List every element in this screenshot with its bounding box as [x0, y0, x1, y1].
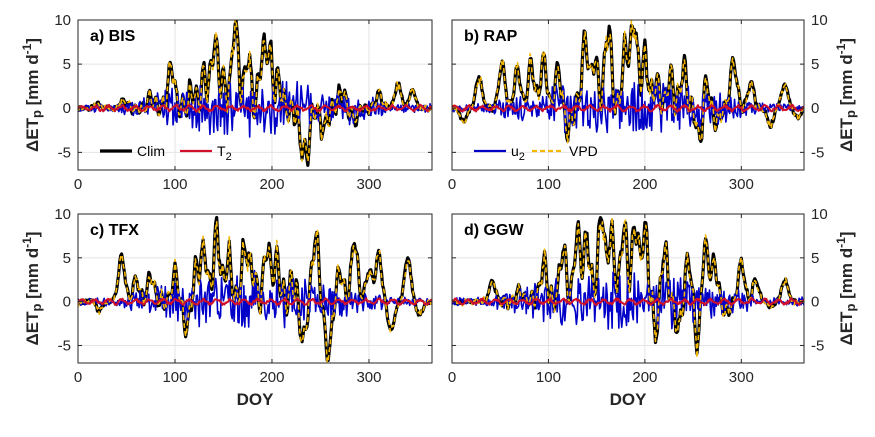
plot-background [452, 20, 804, 170]
series-u2-line [78, 80, 432, 138]
x-tick-label: 200 [259, 176, 284, 193]
legend-label-t2: T2 [217, 143, 232, 163]
y-tick-label: -5 [811, 144, 824, 161]
y-tick-label: 10 [54, 12, 71, 29]
series-group [452, 216, 804, 359]
x-tick-label: 100 [162, 369, 187, 386]
x-axis-label: DOY [237, 390, 275, 409]
panel-title: a) BIS [90, 28, 136, 45]
y-tick-label: 0 [63, 100, 71, 117]
x-axis-label: DOY [610, 390, 648, 409]
y-tick-label: 10 [811, 12, 828, 29]
y-tick-label: 5 [811, 56, 819, 73]
series-vpd-line [452, 20, 804, 144]
y-tick-label: 0 [811, 294, 819, 311]
x-tick-label: 200 [632, 369, 657, 386]
y-axis-label: ΔETp [mm d-1] [20, 232, 44, 346]
y-axis-label: ΔETp [mm d-1] [20, 38, 44, 152]
y-tick-label: -5 [811, 337, 824, 354]
y-axis-label: ΔETp [mm d-1] [834, 232, 858, 346]
x-tick-label: 0 [74, 369, 82, 386]
series-t2-line [78, 297, 432, 306]
series-vpd-line [78, 20, 432, 163]
legend: u2 VPD [474, 143, 598, 163]
y-tick-label: 5 [811, 250, 819, 267]
x-tick-label: 0 [448, 176, 456, 193]
y-tick-label: 5 [63, 56, 71, 73]
x-tick-label: 300 [729, 369, 754, 386]
axes-box [451, 19, 805, 171]
y-tick-label: 10 [54, 206, 71, 223]
axes-box [77, 213, 433, 364]
y-tick-label: 5 [63, 250, 71, 267]
x-tick-label: 300 [356, 176, 381, 193]
panel-title: d) GGW [464, 222, 524, 239]
legend-label-u2: u2 [511, 143, 525, 163]
series-t2-line [78, 103, 432, 113]
axes-box [77, 19, 433, 171]
series-clim-line [452, 23, 804, 144]
series-vpd-line [78, 220, 432, 363]
x-tick-label: 200 [632, 176, 657, 193]
series-group [452, 20, 804, 144]
legend-label-clim: Clim [137, 143, 165, 159]
panel-2: 0 100 200 300 -5 0 5 10 ΔETp [mm d-1] b) RAP u2 VPD [448, 12, 859, 193]
x-tick-label: 200 [259, 369, 284, 386]
series-t2-line [452, 103, 804, 113]
x-tick-label: 300 [729, 176, 754, 193]
x-tick-label: 300 [356, 369, 381, 386]
series-vpd-line [452, 216, 804, 359]
x-tick-label: 100 [536, 176, 561, 193]
series-t2-line [452, 297, 804, 307]
x-tick-label: 100 [536, 369, 561, 386]
legend-label-vpd: VPD [569, 143, 598, 159]
panel-title: c) TFX [90, 222, 139, 239]
panel-4: 0 100 200 300 -5 0 5 10 ΔETp [mm d-1] DOY d) GGW [448, 206, 859, 409]
x-tick-label: 0 [74, 176, 82, 193]
y-tick-label: 0 [811, 100, 819, 117]
y-tick-label: -5 [58, 337, 71, 354]
axes-box [451, 213, 805, 364]
y-axis-label: ΔETp [mm d-1] [834, 38, 858, 152]
series-group [78, 215, 432, 363]
panel-title: b) RAP [464, 28, 518, 45]
y-tick-label: 10 [811, 206, 828, 223]
legend: Clim T2 [100, 143, 232, 163]
x-tick-label: 100 [162, 176, 187, 193]
y-tick-label: -5 [58, 144, 71, 161]
y-tick-label: 0 [63, 294, 71, 311]
x-tick-label: 0 [448, 369, 456, 386]
series-group [78, 20, 432, 167]
